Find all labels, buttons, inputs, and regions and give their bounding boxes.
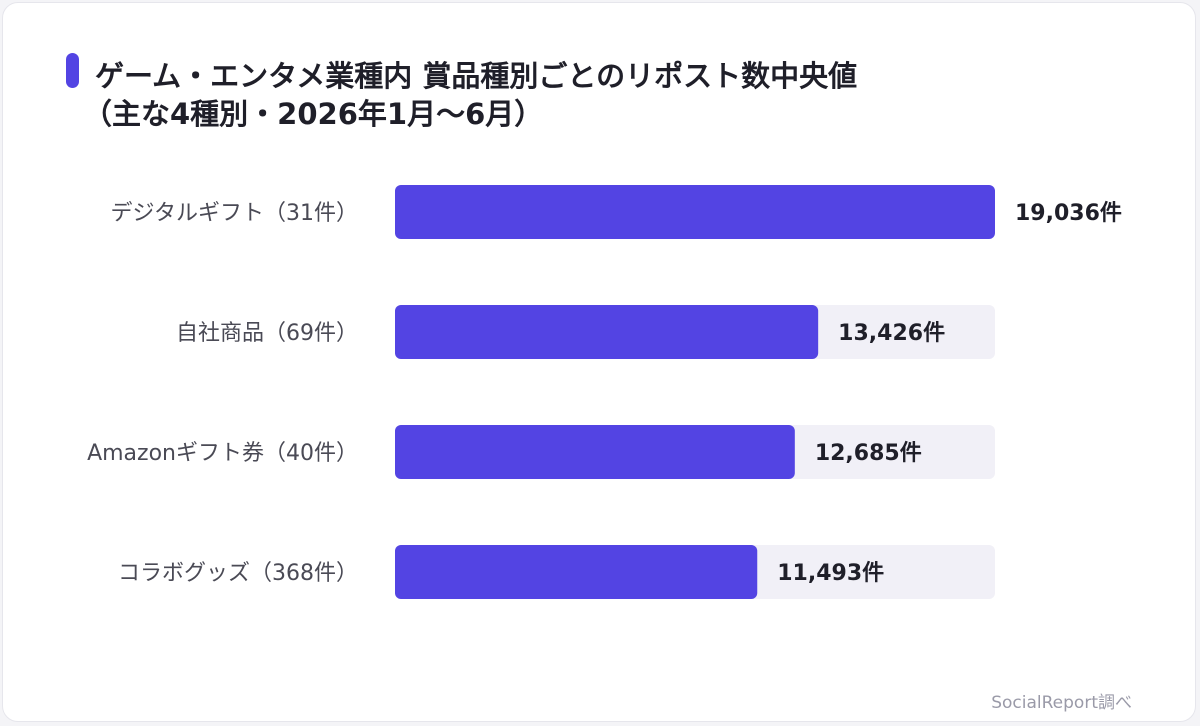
category-label: Amazonギフト券（40件） bbox=[87, 441, 358, 466]
category-label: デジタルギフト（31件） bbox=[110, 201, 358, 226]
bar bbox=[395, 185, 995, 239]
chart-title-line1: ゲーム・エンタメ業種内 賞品種別ごとのリポスト数中央値 bbox=[95, 59, 858, 93]
value-label: 11,493件 bbox=[777, 561, 884, 586]
bar bbox=[395, 545, 758, 599]
category-label: コラボグッズ（368件） bbox=[118, 561, 358, 586]
bar bbox=[395, 305, 819, 359]
source-note: SocialReport調べ bbox=[991, 693, 1132, 713]
category-label: 自社商品（69件） bbox=[176, 321, 358, 346]
value-label: 13,426件 bbox=[838, 321, 945, 346]
chart-title: ゲーム・エンタメ業種内 賞品種別ごとのリポスト数中央値 （主な4種別・2026年… bbox=[83, 57, 1095, 133]
chart-title-line2: （主な4種別・2026年1月〜6月） bbox=[83, 97, 544, 131]
bar bbox=[395, 425, 795, 479]
value-label: 19,036件 bbox=[1015, 201, 1122, 226]
title-accent-bar bbox=[66, 53, 79, 88]
value-label: 12,685件 bbox=[815, 441, 922, 466]
